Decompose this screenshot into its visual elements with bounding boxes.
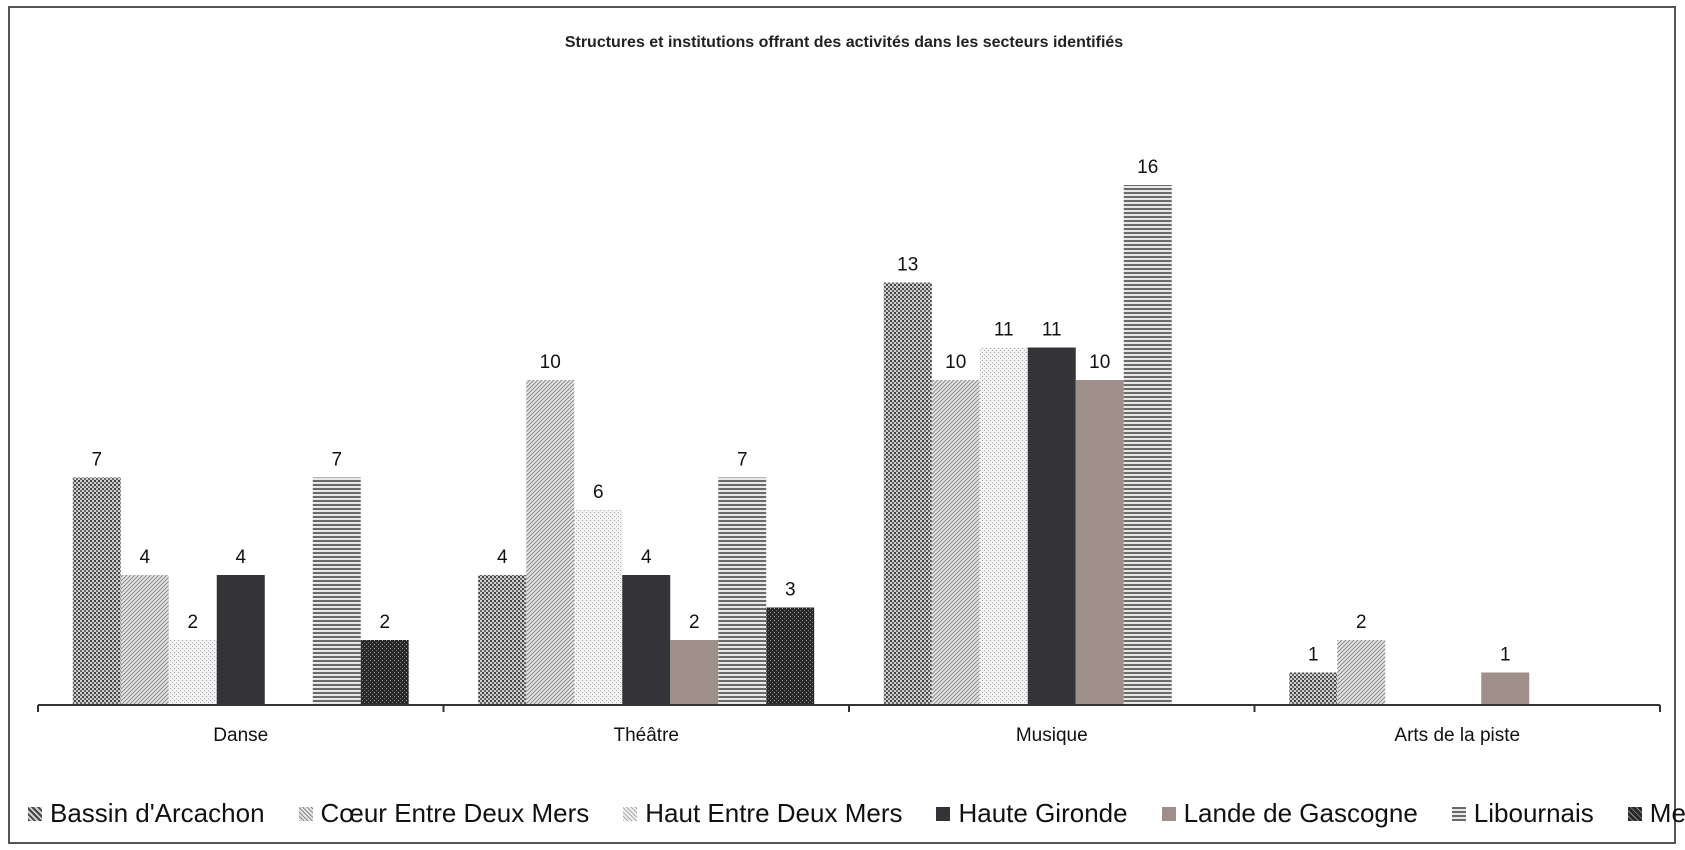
data-label-6-1: 3 xyxy=(785,580,796,601)
data-label-4-2: 10 xyxy=(1089,352,1110,373)
bar-3-2 xyxy=(1027,347,1076,705)
legend-swatch xyxy=(298,806,313,821)
legend-label: Bassin d'Arcachon xyxy=(50,798,265,828)
data-label-0-2: 13 xyxy=(897,255,918,276)
legend-item-3: Haute Gironde xyxy=(936,798,1128,829)
legend-swatch xyxy=(623,806,638,821)
bar-3-1 xyxy=(622,575,671,705)
bar-5-2 xyxy=(1123,185,1172,705)
bar-5-0 xyxy=(312,477,361,705)
data-label-5-0: 7 xyxy=(331,450,342,471)
legend-item-4: Lande de Gascogne xyxy=(1161,798,1418,829)
bar-4-1 xyxy=(670,640,719,705)
category-label-1: Théâtre xyxy=(614,725,679,746)
chart-frame: Structures et institutions offrant des a… xyxy=(8,6,1685,844)
legend-item-0: Bassin d'Arcachon xyxy=(28,798,265,829)
data-label-5-1: 7 xyxy=(737,450,748,471)
bar-4-2 xyxy=(1075,380,1124,705)
bar-5-1 xyxy=(718,477,767,705)
data-label-0-3: 1 xyxy=(1308,645,1319,666)
data-label-2-0: 2 xyxy=(187,612,198,633)
data-label-1-3: 2 xyxy=(1356,612,1367,633)
chart-legend: Bassin d'Arcachon Cœur Entre Deux Mers Hau… xyxy=(28,798,1685,829)
data-label-0-0: 7 xyxy=(91,450,102,471)
bar-1-0 xyxy=(120,575,169,705)
legend-swatch xyxy=(1627,806,1642,821)
bar-1-1 xyxy=(526,380,575,705)
chart-plot: 7 4 2 4 7 2 4 10 6 4 2 7 3 13 10 11 11 10 16 1 2 1 Danse Théât… xyxy=(37,157,1661,746)
legend-label: Haut Entre Deux Mers xyxy=(645,798,903,828)
legend-label: Libournais xyxy=(1473,798,1594,828)
legend-swatch xyxy=(936,806,951,821)
legend-item-2: Haut Entre Deux Mers xyxy=(623,798,902,829)
data-label-2-2: 11 xyxy=(994,320,1014,341)
legend-item-1: Cœur Entre Deux Mers xyxy=(298,798,590,829)
bar-0-1 xyxy=(478,575,527,705)
legend-swatch xyxy=(1451,806,1466,821)
category-label-3: Arts de la piste xyxy=(1394,725,1520,746)
bar-4-3 xyxy=(1481,672,1530,705)
legend-label: Lande de Gascogne xyxy=(1183,798,1418,828)
bar-2-2 xyxy=(979,347,1028,705)
legend-swatch xyxy=(1161,806,1176,821)
category-label-2: Musique xyxy=(1016,725,1088,746)
data-label-1-1: 10 xyxy=(540,352,561,373)
bar-6-1 xyxy=(766,607,815,705)
bar-3-0 xyxy=(216,575,265,705)
data-label-4-3: 1 xyxy=(1500,645,1511,666)
data-label-5-2: 16 xyxy=(1137,157,1158,178)
legend-item-5: Libournais xyxy=(1451,798,1594,829)
chart-title: Structures et institutions offrant des a… xyxy=(564,34,1124,51)
data-label-4-1: 2 xyxy=(689,612,700,633)
bar-1-3 xyxy=(1337,640,1386,705)
bar-2-0 xyxy=(168,640,217,705)
data-label-1-0: 4 xyxy=(139,547,150,568)
data-label-1-2: 10 xyxy=(945,352,966,373)
legend-label: Haute Gironde xyxy=(958,798,1128,828)
legend-label: Cœur Entre Deux Mers xyxy=(320,798,590,828)
bar-1-2 xyxy=(931,380,980,705)
bar-0-0 xyxy=(72,477,121,705)
legend-item-6: Medoc xyxy=(1627,798,1685,829)
data-label-2-1: 6 xyxy=(593,482,604,503)
data-label-6-0: 2 xyxy=(379,612,390,633)
data-label-0-1: 4 xyxy=(497,547,508,568)
data-label-3-2: 11 xyxy=(1042,320,1062,341)
bar-6-0 xyxy=(360,640,409,705)
bar-2-1 xyxy=(574,510,623,705)
category-label-0: Danse xyxy=(213,725,268,746)
legend-label: Medoc xyxy=(1649,798,1685,828)
legend-swatch xyxy=(28,806,42,821)
bar-0-3 xyxy=(1289,672,1338,705)
data-label-3-1: 4 xyxy=(641,547,652,568)
data-label-3-0: 4 xyxy=(235,547,246,568)
bar-0-2 xyxy=(883,282,932,705)
